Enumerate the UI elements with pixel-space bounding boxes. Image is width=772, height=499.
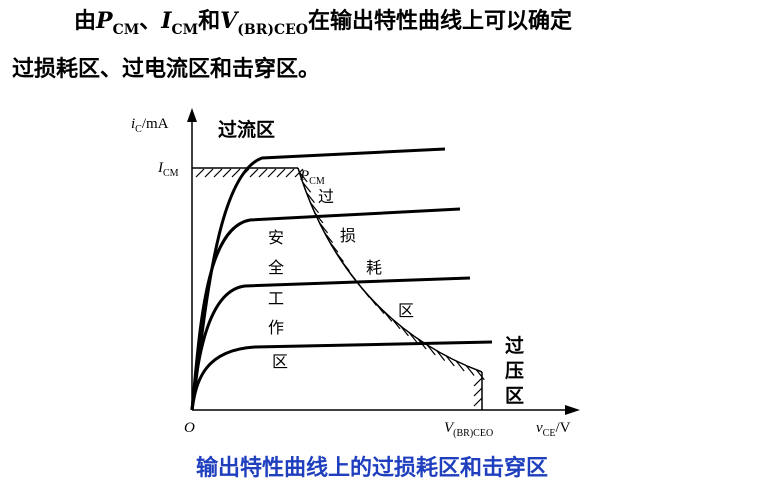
label-sub: (BR)CEO [453, 428, 493, 439]
heading-symbol: V [220, 8, 239, 34]
label-sub: CE [543, 428, 556, 439]
label-sub: CM [309, 176, 325, 187]
output-curve [190, 340, 493, 411]
heading-subscript: CM [172, 22, 199, 38]
safe-char: 作 [268, 318, 284, 337]
label-part: V [444, 420, 455, 436]
label-part: I [157, 160, 164, 176]
x-arrow [565, 405, 580, 415]
output-curve [190, 207, 461, 411]
pcm-label: PCM [299, 168, 325, 187]
hatch-line [445, 355, 455, 367]
heading-line2: 过损耗区、过电流区和击穿区。 [12, 56, 320, 82]
label-part: /mA [142, 116, 169, 132]
label-part: i [131, 116, 135, 132]
over-voltage-char: 压 [505, 360, 524, 382]
hatch-line [222, 168, 232, 178]
y-axis-label: iC/mA [131, 116, 169, 135]
label-part: P [299, 168, 309, 184]
y-arrow [187, 108, 197, 122]
hatch-line [258, 168, 268, 178]
safe-char: 安 [268, 228, 284, 247]
heading-text: 、 [139, 8, 161, 34]
x-axis-label: vCE/V [536, 420, 571, 439]
hatch-line [195, 168, 205, 178]
pcm-curve [297, 167, 483, 373]
safe-char: 工 [268, 289, 284, 308]
hatch-line [455, 360, 465, 372]
over-loss-char: 损 [340, 226, 356, 245]
over-voltage-char: 区 [505, 385, 524, 407]
caption: 输出特性曲线上的过损耗区和击穿区 [196, 455, 548, 481]
hatch-line [473, 397, 483, 407]
over-current-label: 过流区 [218, 118, 275, 141]
over-loss-char: 区 [398, 301, 414, 320]
hatch-line [231, 168, 241, 178]
heading-text: 由 [74, 8, 96, 34]
icm-label: ICM [157, 160, 179, 179]
heading-subscript: CM [113, 22, 140, 38]
heading-subscript: (BR)CEO [237, 22, 308, 38]
label-part: v [536, 420, 543, 436]
heading-text: 在输出特性曲线上可以确定 [308, 8, 572, 34]
hatch-line [475, 369, 485, 381]
hatch-line [285, 168, 295, 178]
label-part: /V [555, 420, 570, 436]
vbr-label: V(BR)CEO [444, 420, 493, 439]
label-sub: CM [163, 168, 179, 179]
origin-label: O [184, 420, 195, 436]
hatch-line [473, 387, 483, 397]
over-loss-char: 耗 [366, 258, 382, 277]
heading-symbol: I [160, 8, 172, 34]
hatch-line [436, 350, 446, 362]
over-voltage-char: 过 [505, 335, 524, 357]
safe-char: 区 [272, 352, 288, 371]
label-sub: C [135, 124, 142, 135]
hatch-line [204, 168, 214, 178]
over-loss-char: 过 [318, 187, 334, 206]
hatch-line [213, 168, 223, 178]
hatch-line [276, 168, 286, 178]
heading-symbol: P [95, 8, 114, 34]
safe-char: 全 [268, 258, 284, 277]
hatch-line [249, 168, 259, 178]
heading-text: 和 [198, 8, 220, 34]
hatch-line [465, 365, 475, 376]
output-curve [190, 276, 471, 411]
hatch-line [298, 171, 308, 183]
heading-line1: 由PCM、ICM和V(BR)CEO在输出特性曲线上可以确定 [74, 8, 572, 38]
hatch-line [473, 377, 483, 387]
hatch-line [267, 168, 277, 178]
